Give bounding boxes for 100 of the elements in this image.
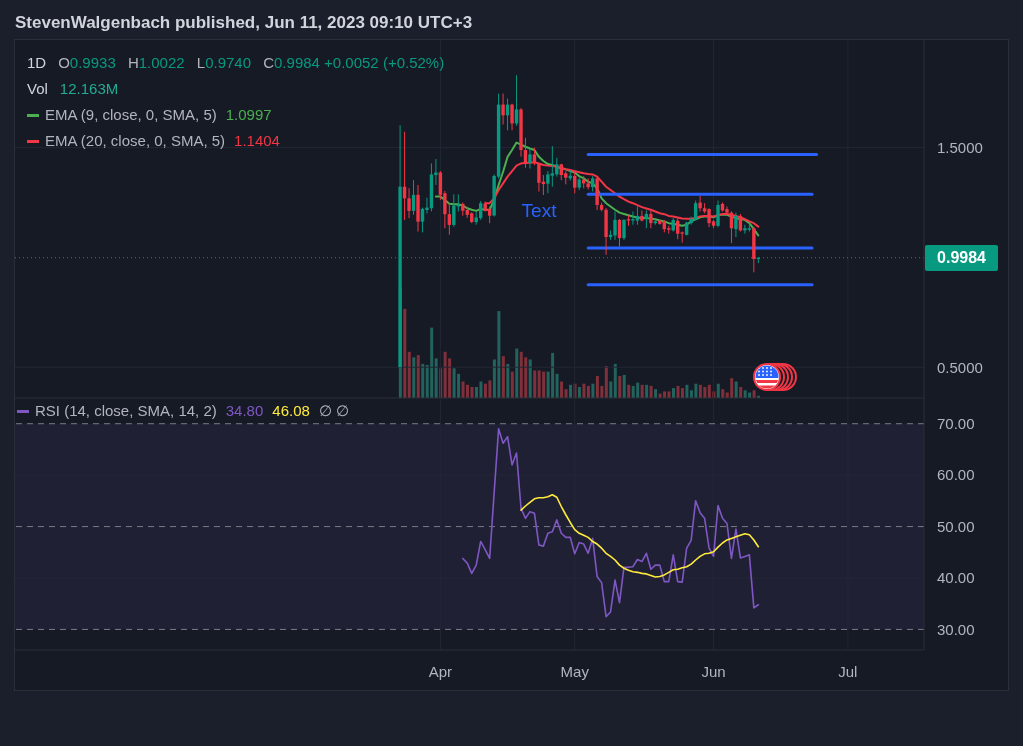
chart-subtitle: 12.163M (59, 80, 119, 97)
bar (636, 382, 640, 398)
bar (627, 384, 631, 398)
bar (461, 381, 465, 398)
candlestick (528, 148, 532, 169)
candlestick (725, 205, 729, 215)
bar (470, 387, 474, 398)
candlestick (510, 103, 514, 131)
legend-label: RSI (14, close, SMA, 14, 2) (35, 402, 217, 420)
candlestick (501, 93, 505, 126)
bar (533, 370, 537, 398)
bar (672, 388, 675, 398)
bar (721, 389, 725, 398)
bar (488, 380, 492, 398)
bar (694, 383, 698, 398)
bar (582, 383, 586, 398)
bar (416, 355, 420, 398)
y-tick-label: 70.00 (937, 415, 975, 433)
line-series (461, 428, 760, 618)
bar (430, 327, 434, 398)
bar (667, 391, 671, 398)
bar (452, 368, 456, 398)
bar (707, 384, 711, 398)
x-tick-label: May (560, 662, 590, 680)
bar (483, 383, 487, 398)
bar (479, 381, 483, 398)
bar (528, 359, 532, 398)
candlestick (631, 211, 635, 226)
bar (412, 357, 416, 398)
candlestick (546, 170, 550, 194)
candlestick (716, 200, 720, 228)
y-tick-label: 1.5000 (937, 138, 983, 156)
bar (560, 381, 564, 398)
x-tick-label: Apr (428, 662, 453, 680)
text: O0.9933 H1.0022 L0.9740 C0.9984 +0.0052 (+0.52%) (58, 54, 445, 71)
x-tick-label: Jul (838, 662, 858, 680)
candlestick (635, 205, 640, 226)
candlestick (734, 212, 738, 238)
annotation: 46.08 (272, 402, 310, 420)
bar (734, 381, 738, 398)
y-tick-label: 60.00 (937, 466, 975, 484)
candlestick (452, 193, 456, 228)
bar (730, 378, 734, 398)
bar (631, 385, 635, 398)
y-tick-label: 40.00 (937, 569, 975, 587)
y-tick-label: 0.5000 (937, 358, 983, 376)
bar (586, 385, 590, 398)
bar (609, 381, 613, 398)
bar (537, 370, 541, 398)
bar (703, 387, 707, 398)
annotation: 1.1404 (234, 132, 280, 150)
bar (569, 384, 573, 398)
candlestick (743, 224, 747, 235)
bar (654, 389, 658, 398)
bar (698, 384, 702, 398)
chart-title: Vol (27, 80, 48, 97)
y-tick-label: 50.00 (937, 517, 975, 535)
annotation: Text (521, 200, 557, 221)
ref-line-label: 0.9984 (937, 248, 986, 267)
bar (421, 363, 425, 398)
bar (497, 311, 501, 398)
annotation: 1.0997 (225, 106, 272, 124)
bar (680, 388, 684, 398)
bar (434, 358, 438, 398)
candlestick (407, 187, 411, 219)
bar (739, 387, 743, 398)
x-tick-label: Jun (701, 662, 726, 680)
line-series (520, 493, 760, 578)
candlestick (573, 170, 577, 194)
bar (443, 351, 447, 398)
bar (716, 383, 720, 398)
bar (591, 383, 595, 398)
bar (743, 390, 747, 398)
bar (501, 356, 505, 398)
bar (618, 376, 622, 398)
bar (577, 387, 581, 398)
bar (645, 384, 649, 398)
bar (640, 384, 644, 398)
bar (604, 366, 608, 398)
candlestick (622, 218, 626, 241)
text: StevenWalgenbach published, Jun 11, 2023 09:10 UTC+3 (15, 13, 473, 32)
bar (542, 371, 546, 398)
bar (622, 374, 626, 398)
bar (515, 348, 519, 398)
candlestick (555, 157, 559, 178)
annotation: 34.80 (225, 402, 264, 420)
y-tick-label: 30.00 (937, 620, 975, 638)
bar (555, 373, 559, 398)
bar (649, 385, 653, 398)
legend-label: EMA (9, close, 0, SMA, 5) (45, 106, 217, 124)
bar (595, 376, 599, 398)
bar (564, 389, 568, 398)
candlestick (640, 209, 644, 222)
text: 1D (27, 54, 47, 71)
candlestick (550, 145, 555, 188)
bar (519, 351, 523, 398)
bar (685, 384, 689, 398)
bar (506, 363, 510, 398)
bar (510, 371, 514, 398)
bar (676, 385, 680, 398)
